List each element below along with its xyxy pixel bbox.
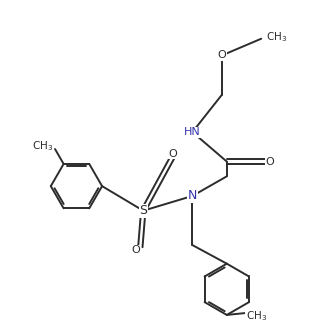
Text: S: S	[139, 204, 147, 217]
Text: HN: HN	[184, 127, 201, 137]
Text: CH$_3$: CH$_3$	[246, 310, 267, 323]
Text: O: O	[131, 245, 140, 255]
Text: O: O	[266, 156, 274, 167]
Text: CH$_3$: CH$_3$	[32, 140, 53, 154]
Text: O: O	[169, 149, 177, 158]
Text: O: O	[218, 51, 226, 60]
Text: CH$_3$: CH$_3$	[266, 30, 287, 44]
Text: N: N	[188, 189, 197, 202]
